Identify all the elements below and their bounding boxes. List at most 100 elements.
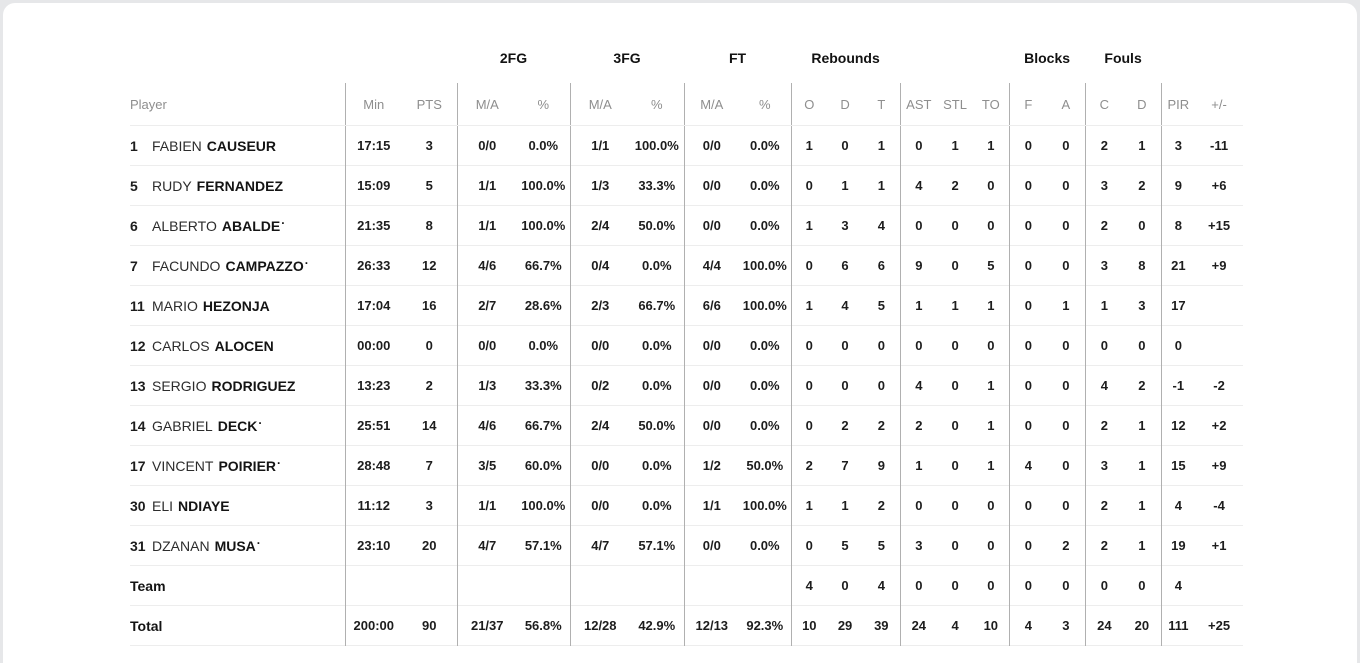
steals-cell: 4: [951, 618, 959, 633]
assists-cell: 0: [899, 325, 938, 366]
fouls-committed-cell: 4: [1084, 365, 1124, 406]
2fg-percent-cell: 28.6%: [524, 298, 562, 313]
2fg-percent-cell: 0.0%: [528, 338, 559, 353]
fouls-committed-cell: 2: [1084, 485, 1124, 526]
2fg-percent-cell: 100.0%: [521, 178, 566, 193]
group-header-ft: FT: [728, 50, 747, 66]
turnovers-cell: 5: [987, 258, 995, 273]
3fg-made-attempted-cell: 4/7: [569, 525, 631, 566]
fouls-committed-cell: 2: [1084, 525, 1124, 566]
col-header-ast: AST: [899, 83, 938, 126]
blocks-against-cell: 3: [1062, 618, 1070, 633]
blocks-against-cell: 0: [1062, 418, 1070, 433]
offensive-rebounds-cell: 0: [790, 365, 828, 406]
ft-made-attempted-cell: 6/6: [683, 285, 740, 326]
blocks-for-cell: 0: [1008, 285, 1048, 326]
pir-cell: 111: [1160, 605, 1196, 646]
player-row[interactable]: 7 FACUNDO CAMPAZZO· 26:33 12 4/6 66.7% 0/4…: [130, 245, 1244, 286]
minutes-cell: 17:15: [344, 125, 402, 166]
player-row[interactable]: 17 VINCENT POIRIER· 28:48 7 3/5 60.0% 0/0 …: [130, 445, 1244, 486]
ft-made-attempted-cell: 0/0: [683, 165, 740, 206]
minutes-cell: 13:23: [344, 365, 402, 406]
turnovers-cell: 10: [983, 618, 999, 633]
fouls-committed-cell: 3: [1084, 245, 1124, 286]
assists-cell: 4: [899, 165, 938, 206]
col-header-plus-minus: +/-: [1195, 83, 1244, 126]
blocks-for-cell: 0: [1008, 165, 1048, 206]
steals-cell: 0: [951, 578, 959, 593]
3fg-percent-cell: 100.0%: [634, 138, 679, 153]
player-row[interactable]: 12 CARLOS ALOCEN 00:00 0 0/0 0.0% 0/0 0.0%…: [130, 325, 1244, 366]
offensive-rebounds-cell: 1: [790, 285, 828, 326]
plus-minus-cell: +9: [1211, 458, 1227, 473]
offensive-rebounds-cell: 0: [790, 245, 828, 286]
3fg-made-attempted-cell: 12/28: [569, 605, 631, 646]
player-number: 6: [130, 217, 138, 234]
fouls-drawn-cell: 3: [1138, 298, 1146, 313]
fouls-drawn-cell: 1: [1138, 458, 1146, 473]
blocks-for-cell: 0: [1008, 485, 1048, 526]
player-first-name: RUDY: [152, 177, 192, 194]
player-number: 7: [130, 257, 138, 274]
points-cell: 20: [422, 538, 437, 553]
player-number: 1: [130, 137, 138, 154]
fouls-committed-cell: 2: [1084, 205, 1124, 246]
player-row[interactable]: 11 MARIO HEZONJA 17:04 16 2/7 28.6% 2/3 66…: [130, 285, 1244, 326]
minutes-cell: [344, 565, 402, 606]
defensive-rebounds-cell: 1: [841, 498, 849, 513]
pir-cell: 19: [1160, 525, 1196, 566]
player-first-name: VINCENT: [152, 457, 214, 474]
pir-cell: 8: [1160, 205, 1196, 246]
turnovers-cell: 0: [987, 218, 995, 233]
ft-made-attempted-cell: 0/0: [683, 405, 740, 446]
total-rebounds-cell: 2: [877, 498, 885, 513]
offensive-rebounds-cell: 0: [790, 325, 828, 366]
points-cell: 14: [422, 418, 437, 433]
player-row[interactable]: 6 ALBERTO ABALDE· 21:35 8 1/1 100.0% 2/4 5…: [130, 205, 1244, 246]
player-row[interactable]: 30 ELI NDIAYE 11:12 3 1/1 100.0% 0/0 0.0% …: [130, 485, 1244, 526]
player-row[interactable]: 1 FABIEN CAUSEUR 17:15 3 0/0 0.0% 1/1 100.…: [130, 125, 1244, 166]
player-number: 31: [130, 537, 146, 554]
col-header-reb-o: O: [790, 83, 828, 126]
player-row[interactable]: 14 GABRIEL DECK· 25:51 14 4/6 66.7% 2/4 50…: [130, 405, 1244, 446]
total-rebounds-cell: 2: [877, 418, 885, 433]
2fg-made-attempted-cell: 3/5: [456, 445, 517, 486]
ft-made-attempted-cell: 0/0: [683, 365, 740, 406]
player-first-name: FACUNDO: [152, 257, 221, 274]
blocks-for-cell: 0: [1008, 205, 1048, 246]
3fg-made-attempted-cell: 0/0: [569, 445, 631, 486]
blocks-against-cell: 0: [1062, 178, 1070, 193]
assists-cell: 2: [899, 405, 938, 446]
fouls-drawn-cell: 1: [1138, 498, 1146, 513]
3fg-percent-cell: 0.0%: [641, 258, 672, 273]
ft-made-attempted-cell: 1/1: [683, 485, 740, 526]
ft-made-attempted-cell: 0/0: [683, 125, 740, 166]
assists-cell: 1: [899, 445, 938, 486]
blocks-against-cell: 2: [1062, 538, 1070, 553]
assists-cell: 1: [899, 285, 938, 326]
turnovers-cell: 0: [987, 178, 995, 193]
box-score-card: 2FG 3FG FT Rebounds Blocks Fouls Player …: [3, 3, 1357, 663]
col-header-foul-d: D: [1123, 83, 1162, 126]
col-header-3fg-ma: M/A: [569, 83, 631, 126]
points-cell: [402, 566, 457, 606]
fouls-drawn-cell: 1: [1138, 138, 1146, 153]
player-last-name: ABALDE: [221, 217, 281, 234]
player-row[interactable]: 31 DZANAN MUSA· 23:10 20 4/7 57.1% 4/7 57.…: [130, 525, 1244, 566]
defensive-rebounds-cell: 3: [841, 218, 849, 233]
column-header-row: Player Min PTS M/A % M/A % M/A % O D T A…: [130, 83, 1244, 126]
pir-cell: 0: [1160, 325, 1196, 366]
pir-cell: 9: [1160, 165, 1196, 206]
minutes-cell: 00:00: [344, 325, 402, 366]
ft-percent-cell: 0.0%: [749, 218, 780, 233]
player-last-name: DECK: [217, 417, 258, 434]
plus-minus-cell: +6: [1211, 178, 1227, 193]
2fg-percent-cell: 33.3%: [524, 378, 562, 393]
player-first-name: CARLOS: [152, 337, 210, 354]
player-row[interactable]: 13 SERGIO RODRIGUEZ 13:23 2 1/3 33.3% 0/2 …: [130, 365, 1244, 406]
fouls-drawn-cell: 2: [1138, 378, 1146, 393]
pir-cell: 15: [1160, 445, 1196, 486]
player-row[interactable]: 5 RUDY FERNANDEZ 15:09 5 1/1 100.0% 1/3 33…: [130, 165, 1244, 206]
points-cell: 0: [425, 338, 433, 353]
plus-minus-cell: -4: [1213, 498, 1225, 513]
